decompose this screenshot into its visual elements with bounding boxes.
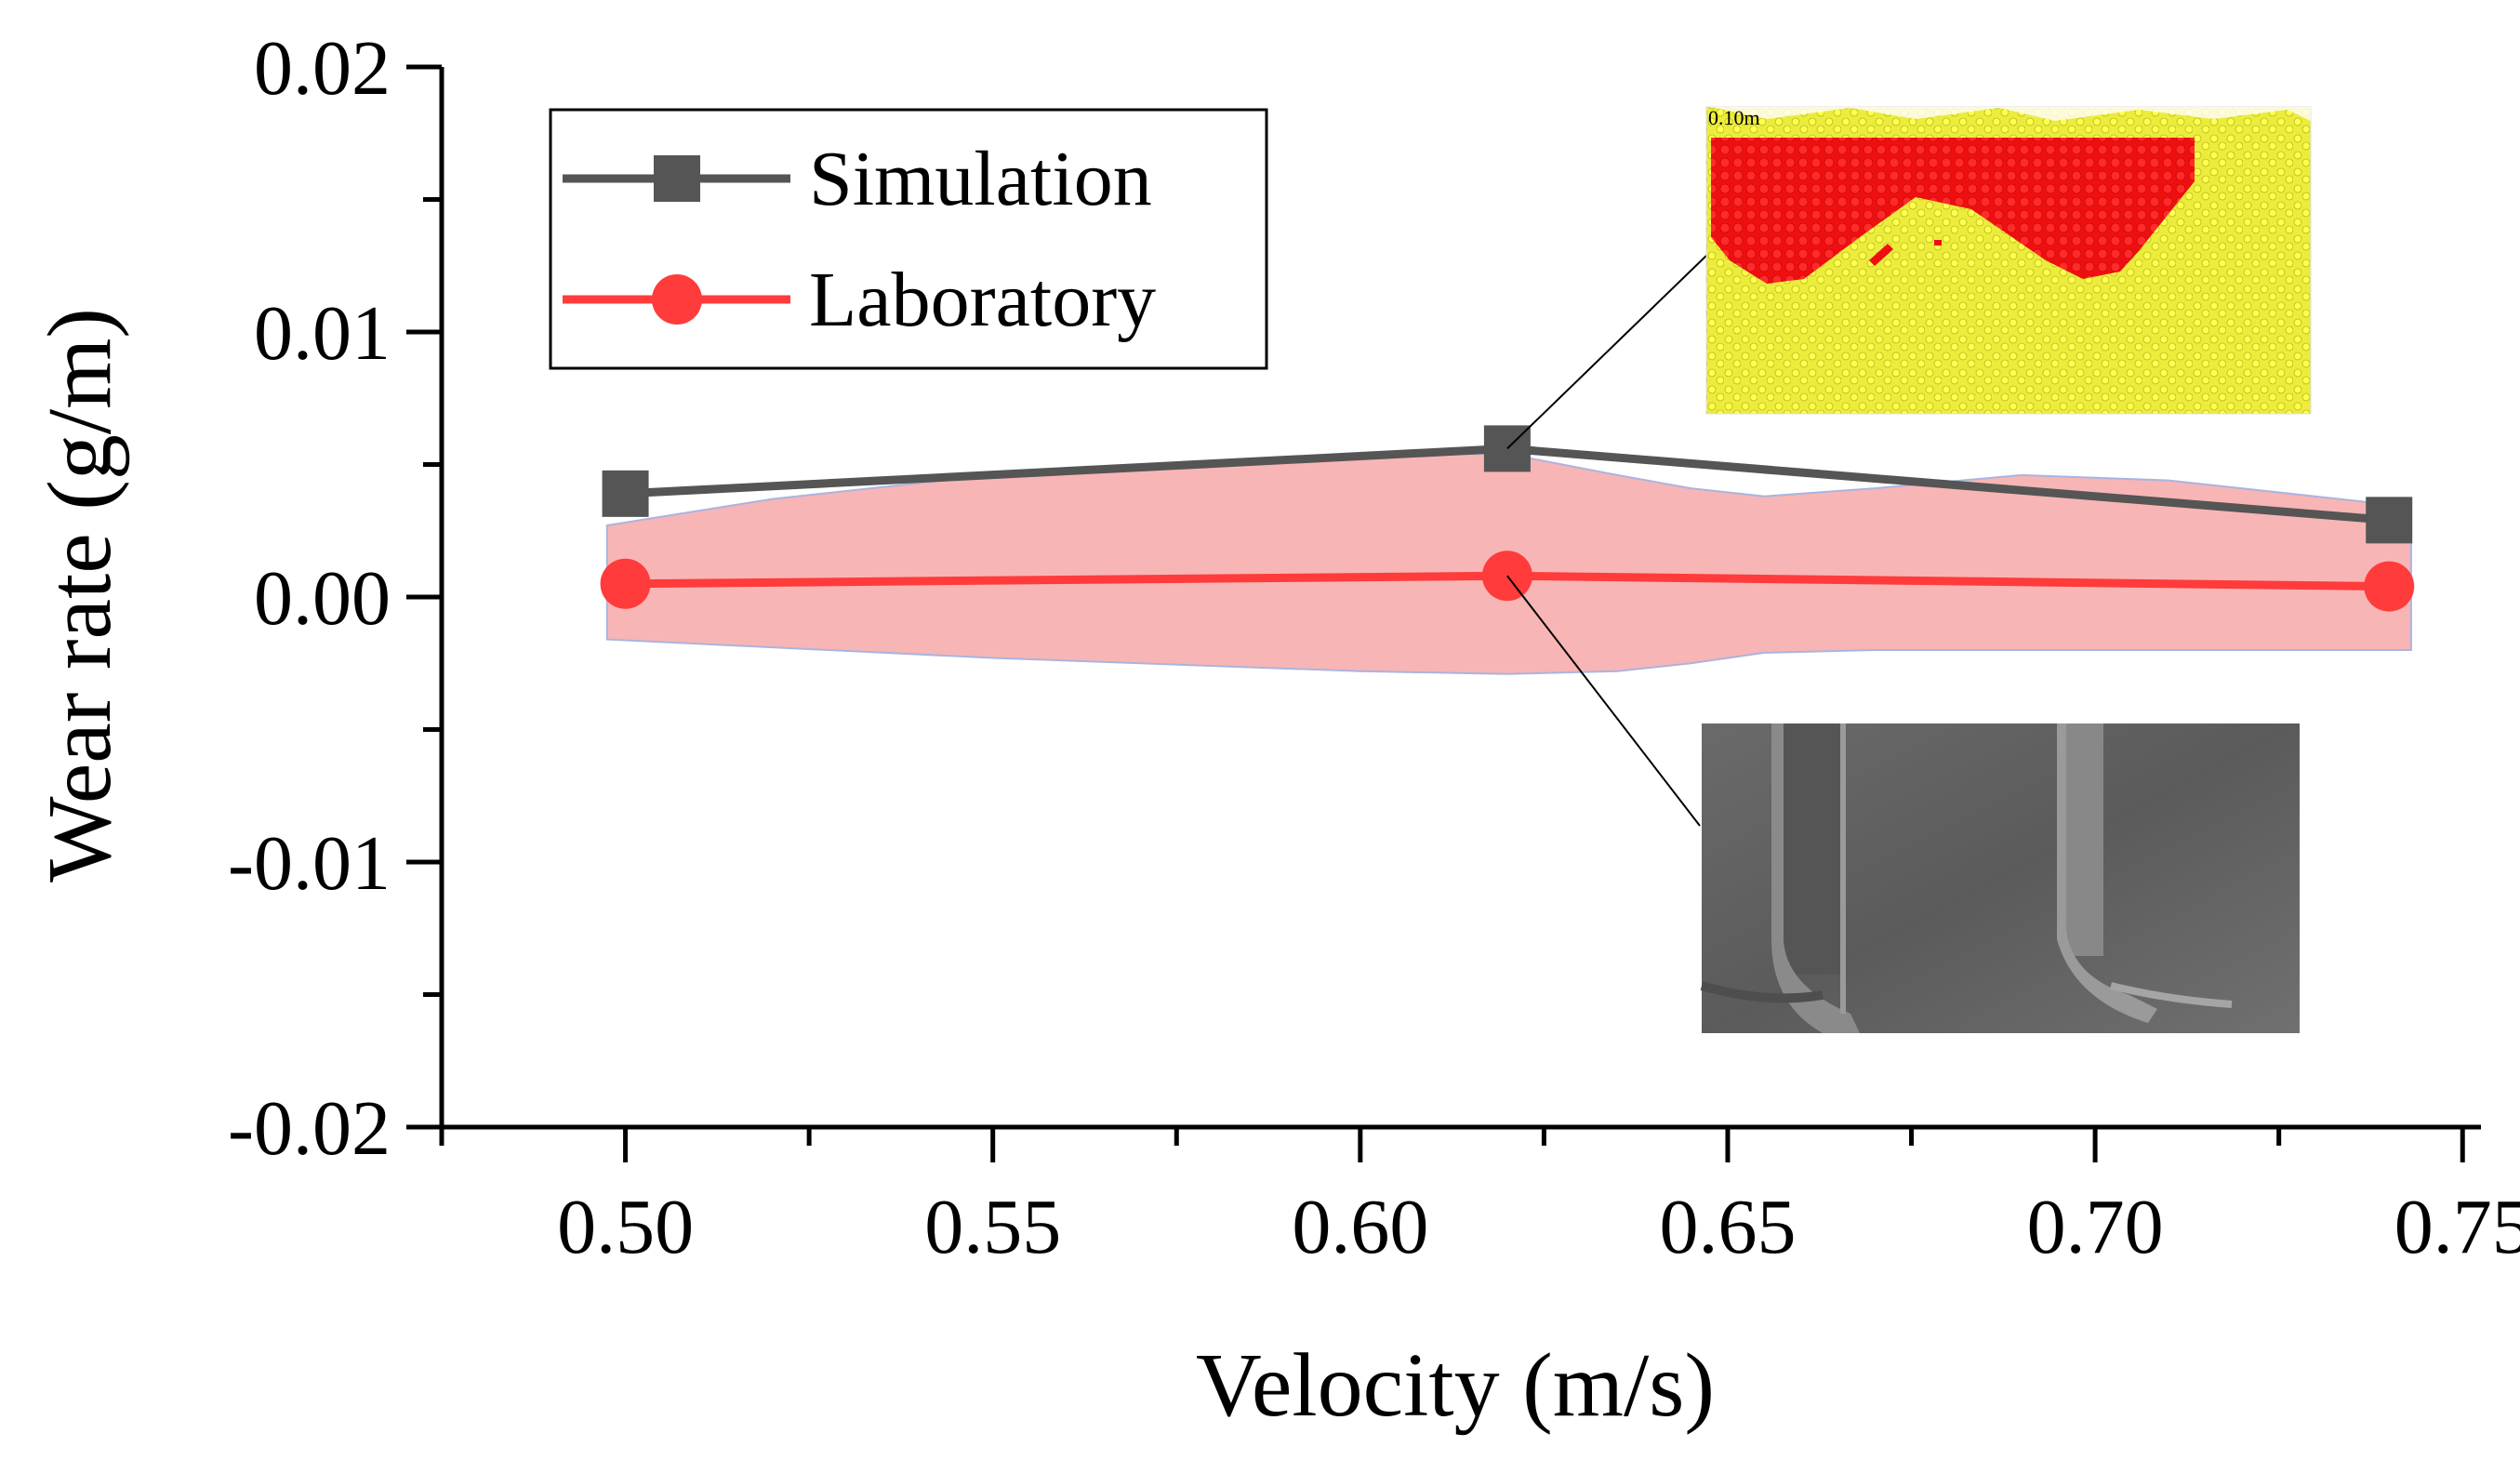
x-tick-label: 0.75 <box>2394 1184 2520 1270</box>
x-axis-label: Velocity (m/s) <box>1196 1335 1715 1436</box>
x-tick-label: 0.70 <box>2027 1184 2164 1270</box>
legend: Simulation Laboratory <box>549 108 1268 370</box>
x-tick-label: 0.50 <box>557 1184 694 1270</box>
legend-entry-laboratory: Laboratory <box>563 257 1156 343</box>
simulation-point <box>602 470 649 517</box>
legend-entry-simulation: Simulation <box>563 136 1152 222</box>
inset-leader-lines <box>1506 252 1710 827</box>
x-tick-label: 0.55 <box>924 1184 1061 1270</box>
legend-box <box>549 108 1268 370</box>
y-axis-label: Wear rate (g/m) <box>30 308 130 883</box>
leader-line-laboratory <box>1506 575 1701 827</box>
y-tick-label: 0.01 <box>254 290 391 377</box>
legend-laboratory-marker <box>652 274 702 325</box>
y-tick-label: -0.02 <box>228 1085 391 1172</box>
x-tick-label: 0.60 <box>1292 1184 1428 1270</box>
legend-simulation-marker <box>654 155 700 202</box>
axes: 0.02 0.01 0.00 -0.01 -0.02 0.50 0.55 0.60 0.65 0.… <box>228 25 2520 1270</box>
laboratory-photo-inset <box>1700 723 2300 1033</box>
simulation-point <box>2366 497 2413 544</box>
laboratory-point <box>600 558 651 609</box>
leader-line-simulation <box>1506 252 1710 450</box>
inset-scale-label: 0.10m <box>1708 106 1760 129</box>
legend-simulation-label: Simulation <box>809 136 1152 222</box>
y-tick-label: 0.00 <box>254 555 391 642</box>
x-tick-label: 0.65 <box>1659 1184 1796 1270</box>
simulation-snapshot-inset: 0.10m <box>1705 106 2312 415</box>
laboratory-point <box>2364 561 2415 612</box>
legend-laboratory-label: Laboratory <box>809 257 1156 343</box>
y-tick-label: 0.02 <box>254 25 391 112</box>
y-tick-label: -0.01 <box>228 820 391 907</box>
